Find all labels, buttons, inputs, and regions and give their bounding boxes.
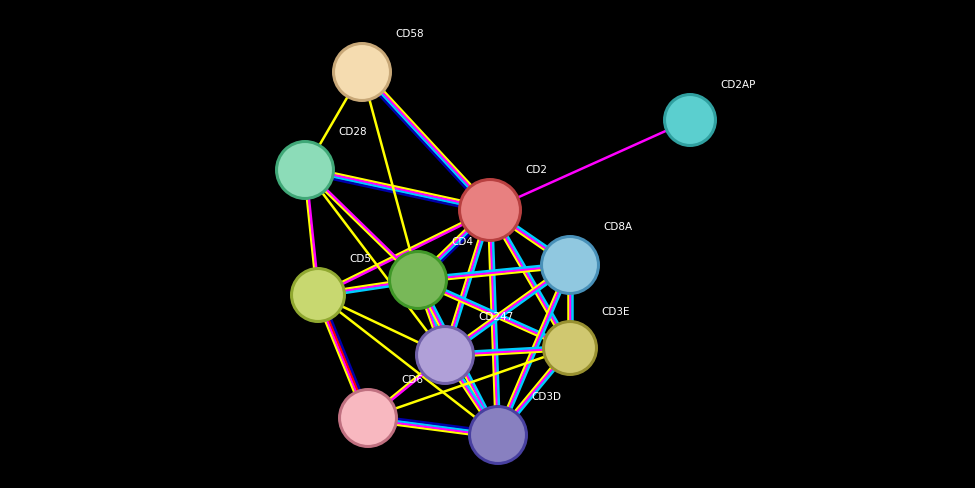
Circle shape bbox=[332, 42, 392, 102]
Text: CD2AP: CD2AP bbox=[720, 80, 756, 90]
Text: CD6: CD6 bbox=[401, 375, 423, 385]
Circle shape bbox=[544, 322, 596, 374]
Circle shape bbox=[388, 250, 448, 310]
Circle shape bbox=[470, 407, 526, 463]
Text: CD5: CD5 bbox=[349, 254, 371, 264]
Circle shape bbox=[417, 327, 473, 383]
Circle shape bbox=[458, 178, 522, 242]
Text: CD247: CD247 bbox=[478, 312, 513, 322]
Circle shape bbox=[415, 325, 475, 385]
Circle shape bbox=[340, 390, 396, 446]
Text: CD8A: CD8A bbox=[603, 222, 632, 232]
Circle shape bbox=[468, 405, 528, 465]
Circle shape bbox=[542, 320, 598, 376]
Circle shape bbox=[665, 95, 715, 145]
Circle shape bbox=[390, 252, 446, 308]
Circle shape bbox=[663, 93, 717, 147]
Circle shape bbox=[338, 388, 398, 448]
Circle shape bbox=[460, 180, 520, 240]
Circle shape bbox=[277, 142, 333, 198]
Text: CD58: CD58 bbox=[395, 29, 423, 39]
Circle shape bbox=[290, 267, 346, 323]
Text: CD3D: CD3D bbox=[531, 392, 561, 402]
Text: CD2: CD2 bbox=[525, 165, 547, 175]
Text: CD3E: CD3E bbox=[601, 307, 630, 317]
Circle shape bbox=[542, 237, 598, 293]
Circle shape bbox=[292, 269, 344, 321]
Text: CD28: CD28 bbox=[338, 127, 367, 137]
Circle shape bbox=[540, 235, 600, 295]
Circle shape bbox=[275, 140, 335, 200]
Text: CD4: CD4 bbox=[451, 237, 473, 247]
Circle shape bbox=[334, 44, 390, 100]
